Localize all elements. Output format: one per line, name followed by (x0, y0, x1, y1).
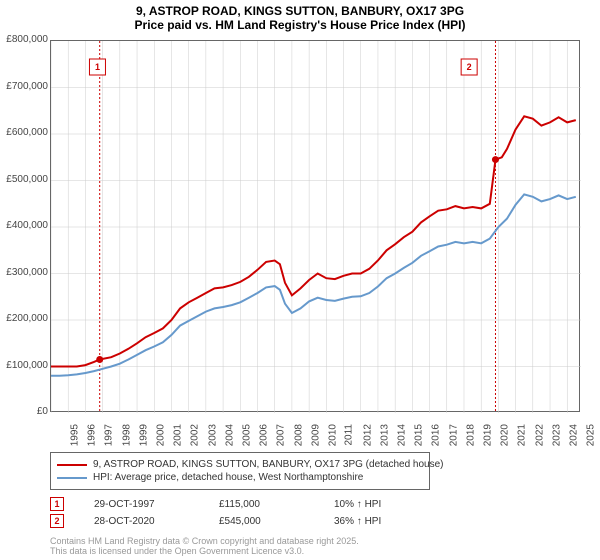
x-tick-label: 1995 (69, 424, 80, 446)
x-tick-label: 2012 (362, 424, 373, 446)
marker-pct: 36% ↑ HPI (334, 516, 429, 527)
x-tick-label: 1999 (138, 424, 149, 446)
legend-swatch-blue (57, 477, 87, 479)
marker-number-box: 2 (50, 514, 64, 528)
x-tick-label: 2020 (499, 424, 510, 446)
x-tick-label: 2021 (517, 424, 528, 446)
y-tick-label: £400,000 (0, 220, 48, 231)
marker-row: 1 29-OCT-1997 £115,000 10% ↑ HPI (50, 497, 429, 511)
x-tick-label: 2023 (551, 424, 562, 446)
legend-label-red: 9, ASTROP ROAD, KINGS SUTTON, BANBURY, O… (93, 459, 444, 470)
x-tick-label: 2017 (448, 424, 459, 446)
y-tick-label: £200,000 (0, 313, 48, 324)
x-tick-label: 2015 (413, 424, 424, 446)
x-tick-label: 1996 (86, 424, 97, 446)
x-tick-label: 2018 (465, 424, 476, 446)
plot-svg: 12 (51, 41, 581, 413)
x-tick-label: 2024 (568, 424, 579, 446)
chart-titles: 9, ASTROP ROAD, KINGS SUTTON, BANBURY, O… (0, 0, 600, 32)
y-tick-label: £0 (0, 406, 48, 417)
x-tick-label: 2007 (276, 424, 287, 446)
y-tick-label: £800,000 (0, 34, 48, 45)
x-tick-label: 2008 (293, 424, 304, 446)
legend-label-blue: HPI: Average price, detached house, West… (93, 472, 363, 483)
x-tick-label: 2016 (431, 424, 442, 446)
marker-table: 1 29-OCT-1997 £115,000 10% ↑ HPI 2 28-OCT-202… (50, 494, 429, 531)
copyright-line-2: This data is licensed under the Open Gov… (50, 546, 359, 556)
copyright: Contains HM Land Registry data © Crown c… (50, 536, 359, 557)
x-tick-label: 2013 (379, 424, 390, 446)
marker-row: 2 28-OCT-2020 £545,000 36% ↑ HPI (50, 514, 429, 528)
legend-row-red: 9, ASTROP ROAD, KINGS SUTTON, BANBURY, O… (57, 459, 423, 470)
x-tick-label: 2022 (534, 424, 545, 446)
x-tick-label: 2009 (310, 424, 321, 446)
x-tick-label: 2010 (327, 424, 338, 446)
x-tick-label: 2025 (585, 424, 596, 446)
title-line-2: Price paid vs. HM Land Registry's House … (0, 18, 600, 32)
legend: 9, ASTROP ROAD, KINGS SUTTON, BANBURY, O… (50, 452, 430, 490)
plot-area: 12 (50, 40, 580, 412)
svg-text:2: 2 (467, 62, 472, 72)
legend-row-blue: HPI: Average price, detached house, West… (57, 472, 423, 483)
x-tick-label: 2005 (241, 424, 252, 446)
x-tick-label: 2000 (155, 424, 166, 446)
copyright-line-1: Contains HM Land Registry data © Crown c… (50, 536, 359, 546)
x-tick-label: 2014 (396, 424, 407, 446)
legend-swatch-red (57, 464, 87, 466)
x-tick-label: 2011 (344, 424, 355, 446)
y-tick-label: £700,000 (0, 81, 48, 92)
marker-date: 28-OCT-2020 (94, 516, 189, 527)
marker-pct: 10% ↑ HPI (334, 499, 429, 510)
marker-number-box: 1 (50, 497, 64, 511)
x-tick-label: 2006 (259, 424, 270, 446)
y-tick-label: £500,000 (0, 174, 48, 185)
x-tick-label: 1997 (104, 424, 115, 446)
marker-price: £545,000 (219, 516, 304, 527)
title-line-1: 9, ASTROP ROAD, KINGS SUTTON, BANBURY, O… (0, 4, 600, 18)
x-tick-label: 2001 (172, 424, 183, 446)
y-tick-label: £300,000 (0, 267, 48, 278)
x-tick-label: 2002 (190, 424, 201, 446)
x-tick-label: 1998 (121, 424, 132, 446)
x-tick-label: 2004 (224, 424, 235, 446)
marker-date: 29-OCT-1997 (94, 499, 189, 510)
y-tick-label: £100,000 (0, 360, 48, 371)
svg-text:1: 1 (95, 62, 100, 72)
y-tick-label: £600,000 (0, 127, 48, 138)
marker-price: £115,000 (219, 499, 304, 510)
x-tick-label: 2003 (207, 424, 218, 446)
chart-container: 9, ASTROP ROAD, KINGS SUTTON, BANBURY, O… (0, 0, 600, 560)
x-tick-label: 2019 (482, 424, 493, 446)
